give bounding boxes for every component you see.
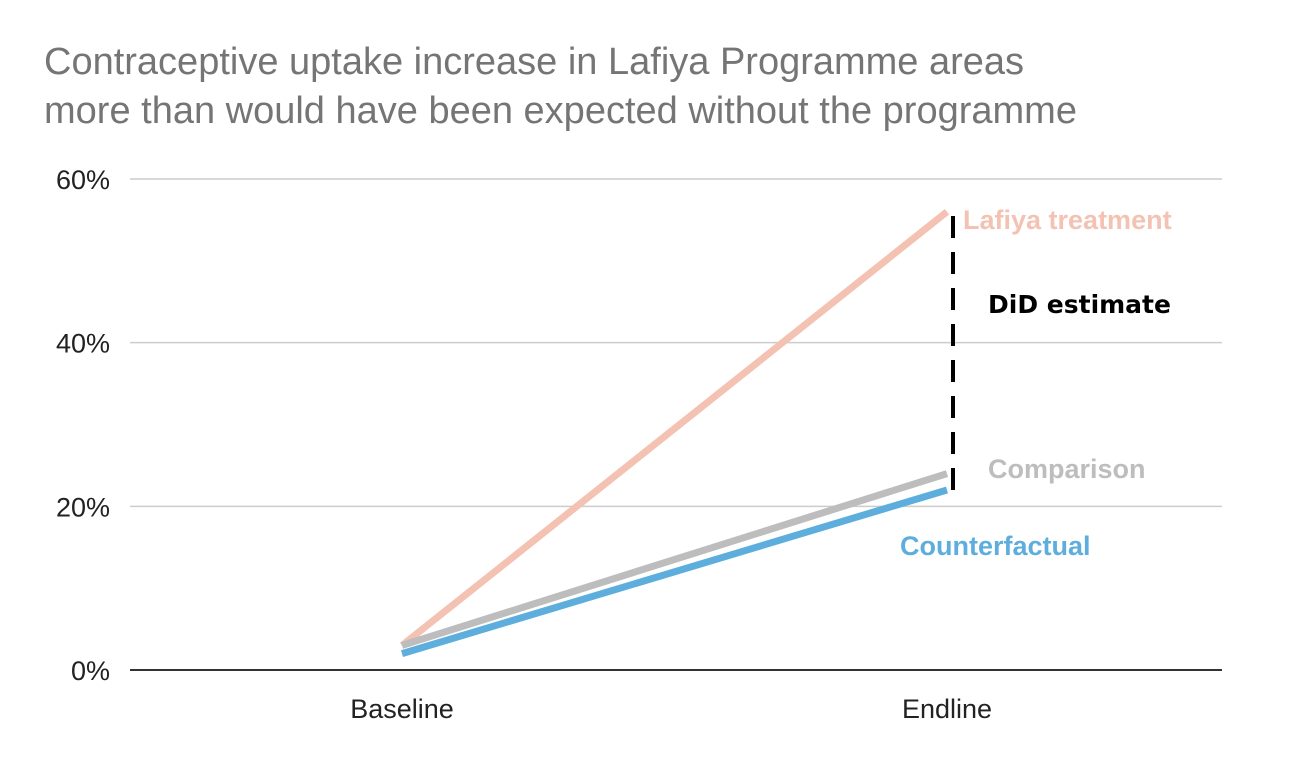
y-tick-label-60pct: 60% — [56, 165, 110, 195]
series-line-counterfactual — [400, 486, 949, 657]
chart-title-line-1: Contraceptive uptake increase in Lafiya … — [44, 41, 1025, 83]
x-tick-label-baseline: Baseline — [350, 694, 454, 724]
x-axis-ticks: Baseline Endline — [350, 694, 992, 724]
did-annotation: DiD estimate — [951, 211, 1171, 490]
series-label-counterfactual: Counterfactual — [900, 531, 1091, 561]
series-label-lafiya-treatment: Lafiya treatment — [963, 205, 1172, 235]
x-tick-label-endline: Endline — [902, 694, 992, 724]
gridlines — [130, 178, 1222, 671]
chart-title-line-2: more than would have been expected witho… — [44, 90, 1077, 132]
y-tick-label-0pct: 0% — [71, 656, 110, 686]
series-lines — [399, 208, 950, 657]
chart-title: Contraceptive uptake increase in Lafiya … — [44, 38, 1264, 136]
y-axis-ticks: 0% 20% 40% 60% — [56, 165, 110, 686]
y-tick-label-20pct: 20% — [56, 492, 110, 522]
series-line-comparison — [400, 470, 949, 649]
did-estimate-label: DiD estimate — [988, 290, 1171, 319]
series-label-comparison: Comparison — [988, 454, 1146, 484]
y-tick-label-40pct: 40% — [56, 329, 110, 359]
series-line-lafiya-treatment — [399, 208, 950, 649]
series-labels: Lafiya treatment Comparison Counterfactual — [900, 205, 1172, 561]
